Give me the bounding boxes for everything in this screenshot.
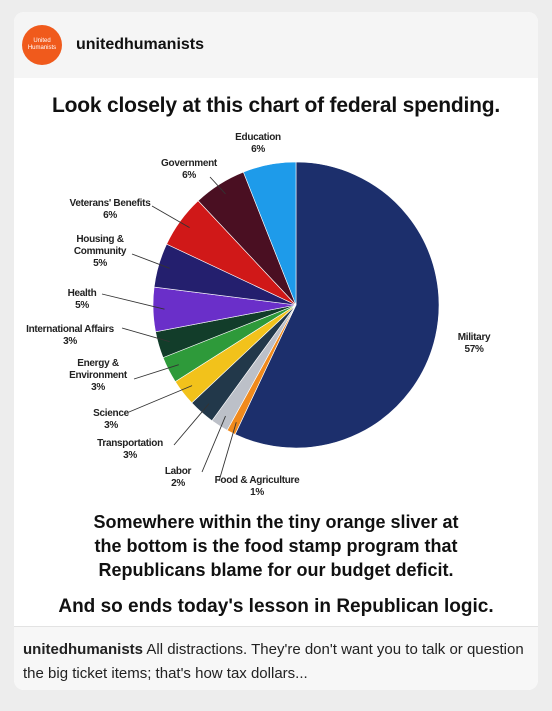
slice-label: Labor 2% xyxy=(158,466,198,490)
note: Somewhere within the tiny orange sliver … xyxy=(93,512,459,580)
slice-percent: 6% xyxy=(251,144,265,155)
slice-label: Energy & Environment 3% xyxy=(63,358,133,394)
leader-line xyxy=(128,385,193,413)
slice-name: Health xyxy=(67,288,97,299)
slice-label: International Affairs 3% xyxy=(15,324,125,348)
slice-percent: 3% xyxy=(63,336,77,347)
slice-label: Government 6% xyxy=(149,158,229,182)
leader-line xyxy=(133,364,179,380)
leader-line xyxy=(201,415,226,473)
caption-body: All distractions. They're don't want you… xyxy=(23,641,524,682)
slice-name: Science xyxy=(93,408,129,419)
slice-percent: 3% xyxy=(104,420,118,431)
slice-name: Transportation xyxy=(97,438,163,449)
leader-line xyxy=(131,253,170,269)
leader-line xyxy=(218,422,237,482)
slice-percent: 57% xyxy=(464,344,484,355)
slice-label: Science 3% xyxy=(86,408,136,432)
username[interactable]: unitedhumanists xyxy=(76,36,205,53)
pie-slice xyxy=(242,161,297,306)
caption-username[interactable]: unitedhumanists xyxy=(23,641,144,658)
avatar[interactable]: United Humanists xyxy=(22,25,62,65)
slice-percent: 5% xyxy=(93,258,107,269)
post-card: United Humanists unitedhumanists Look cl… xyxy=(14,12,538,690)
slice-percent: 6% xyxy=(182,170,196,181)
slice-name: Military xyxy=(457,332,491,343)
slice-label: Veterans' Benefits 6% xyxy=(50,198,170,222)
chart-title: Look closely at this chart of federal sp… xyxy=(51,94,501,117)
slice-name: International Affairs xyxy=(26,324,114,335)
leader-line xyxy=(173,403,210,446)
slice-name: Labor xyxy=(164,466,192,477)
leader-line xyxy=(151,205,190,229)
slice-name: Housing & Community xyxy=(73,234,127,257)
slice-percent: 3% xyxy=(123,450,137,461)
slice-name: Food & Agriculture xyxy=(214,475,300,486)
slice-percent: 3% xyxy=(91,382,105,393)
slice-name: Education xyxy=(235,132,281,143)
slice-label: Education 6% xyxy=(228,132,288,156)
pie-slice xyxy=(234,161,440,449)
slice-label: Transportation 3% xyxy=(90,438,170,462)
post-header: United Humanists unitedhumanists xyxy=(14,12,538,78)
slice-name: Energy & Environment xyxy=(69,358,127,381)
leader-line xyxy=(101,293,165,310)
leader-line xyxy=(121,327,170,343)
caption-text: unitedhumanists All distractions. They'r… xyxy=(23,638,529,686)
pie-chart xyxy=(101,161,440,482)
slice-percent: 1% xyxy=(250,487,264,498)
slice-percent: 2% xyxy=(171,478,185,489)
slice-label: Housing & Community 5% xyxy=(65,234,135,270)
slice-percent: 6% xyxy=(103,210,117,221)
slice-label: Food & Agriculture 1% xyxy=(202,475,312,499)
caption: unitedhumanists All distractions. They'r… xyxy=(14,626,538,690)
slice-name: Veterans' Benefits xyxy=(69,198,151,209)
leader-line xyxy=(209,176,226,195)
slice-name: Government xyxy=(161,158,217,169)
slice-percent: 5% xyxy=(75,300,89,311)
slice-label: Health 5% xyxy=(67,288,97,312)
note: And so ends today's lesson in Republican… xyxy=(58,596,494,617)
slice-label: Military 57% xyxy=(444,332,504,356)
